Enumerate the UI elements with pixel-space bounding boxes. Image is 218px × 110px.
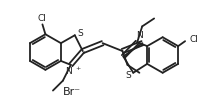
Text: S: S [125, 71, 131, 80]
Text: Cl: Cl [38, 14, 47, 23]
Text: Cl: Cl [190, 35, 198, 44]
Text: S: S [77, 29, 83, 38]
Text: +: + [75, 66, 80, 71]
Text: N: N [65, 67, 72, 76]
Text: Br⁻: Br⁻ [63, 87, 81, 97]
Text: N: N [136, 31, 143, 40]
